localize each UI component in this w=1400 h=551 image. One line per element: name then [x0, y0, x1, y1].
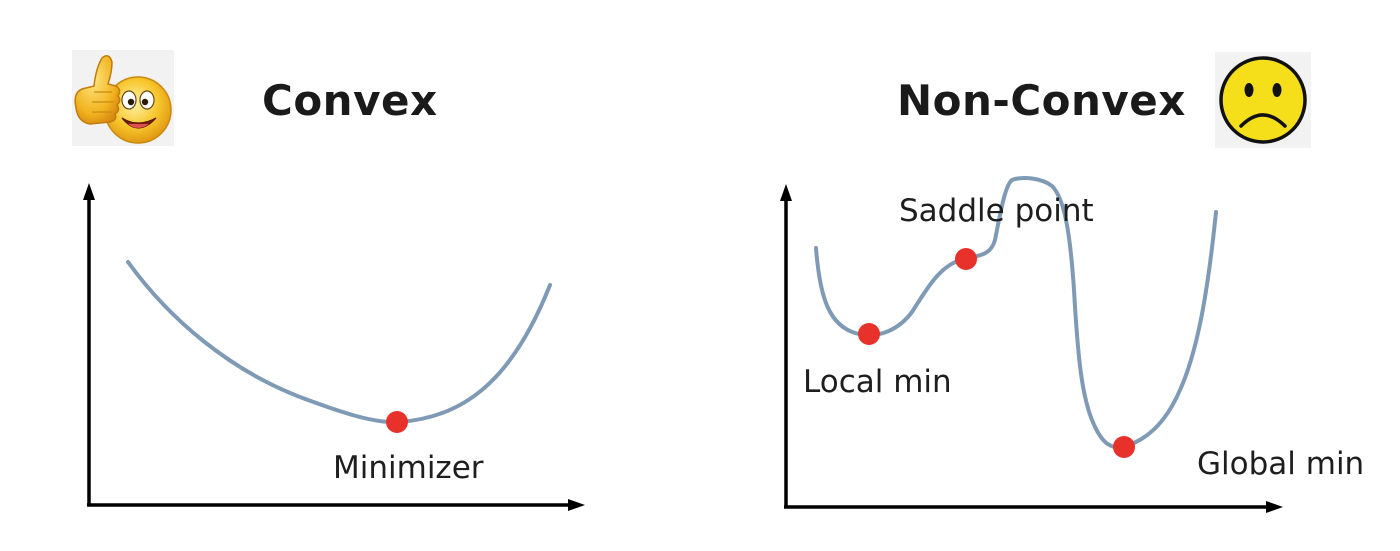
minimizer-point — [386, 411, 408, 433]
non-convex-y-arrow-icon — [780, 184, 792, 201]
convex-x-arrow-icon — [568, 499, 585, 511]
local-min-point — [858, 323, 880, 345]
local-min-label: Local min — [803, 364, 952, 400]
convex-curve — [128, 262, 550, 422]
global-min-label: Global min — [1197, 446, 1364, 482]
saddle-point — [955, 248, 977, 270]
global-min-point — [1113, 436, 1135, 458]
saddle-point-label: Saddle point — [899, 193, 1094, 229]
minimizer-label: Minimizer — [333, 450, 484, 486]
non-convex-x-arrow-icon — [1266, 501, 1283, 513]
convex-y-arrow-icon — [83, 183, 95, 200]
